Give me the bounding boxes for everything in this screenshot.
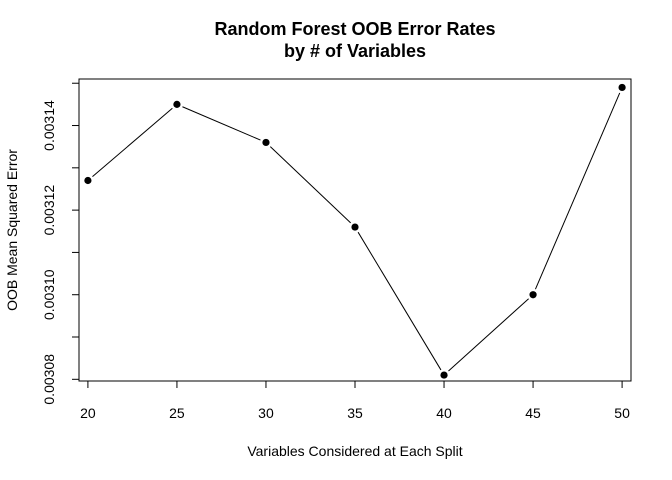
chart-title-line-2: by # of Variables [284,41,426,61]
line-segment-1 [182,106,261,141]
x-tick-label-50: 50 [614,405,630,421]
line-segment-0 [92,107,173,177]
data-point-20 [84,176,92,185]
data-point-30 [262,138,270,147]
data-point-25 [173,100,181,108]
chart-title-line-1: Random Forest OOB Error Rates [214,19,495,39]
y-tick-label-0.00308: 0.00308 [41,354,57,405]
data-point-40 [440,371,448,379]
data-point-50 [618,83,626,92]
x-tick-label-25: 25 [169,405,185,421]
x-tick-label-40: 40 [436,405,452,421]
line-segment-3 [357,231,442,371]
line-segment-2 [269,146,351,224]
x-tick-label-30: 30 [258,405,274,421]
line-segment-5 [534,92,621,290]
x-axis: 20 25 30 35 40 45 50 [80,381,630,421]
x-axis-label: Variables Considered at Each Split [247,443,462,459]
y-axis: 0.00308 0.00310 0.00312 0.00314 [41,82,79,405]
data-point-35 [351,223,359,231]
y-tick-label-0.00314: 0.00314 [41,100,57,151]
line-segment-4 [448,298,529,372]
data-point-45 [529,291,537,299]
x-tick-label-35: 35 [347,405,363,421]
y-tick-label-0.00310: 0.00310 [41,269,57,320]
y-tick-label-0.00312: 0.00312 [41,185,57,236]
y-axis-label: OOB Mean Squared Error [4,149,20,311]
series-line [84,83,626,379]
x-tick-label-45: 45 [525,405,541,421]
x-tick-label-20: 20 [80,405,96,421]
